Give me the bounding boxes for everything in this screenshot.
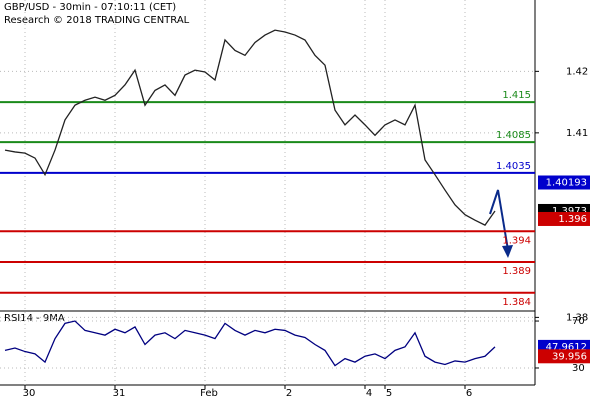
value-box-label: 47.9612 [546, 342, 587, 353]
rsi-tick-label: 30 [572, 363, 585, 374]
value-box-label: 1.3973 [552, 206, 587, 217]
x-tick-label: 6 [466, 388, 472, 399]
value-box [538, 175, 590, 190]
rsi-line [4, 320, 496, 367]
chart-title: GBP/USD - 30min - 07:10:11 (CET) [4, 2, 176, 13]
level-label: 1.4085 [496, 130, 531, 141]
x-tick-label: 2 [286, 388, 292, 399]
level-label: 1.394 [502, 235, 531, 246]
level-label: 1.415 [502, 90, 531, 101]
forecast-arrowhead [502, 245, 513, 258]
y-tick-label: 1.38 [566, 312, 588, 323]
value-box [538, 211, 590, 226]
y-tick-label: 1.42 [566, 66, 588, 77]
value-box [538, 349, 590, 364]
value-box-label: 39.956 [552, 351, 587, 362]
value-box-label: 1.396 [558, 214, 587, 225]
y-tick-label: 1.41 [566, 128, 588, 139]
x-tick-label: 30 [23, 388, 36, 399]
x-tick-label: 31 [113, 388, 126, 399]
value-box-label: 1.40193 [546, 177, 587, 188]
x-tick-label: 5 [386, 388, 392, 399]
forecast-arrow [489, 189, 509, 251]
price-line [4, 29, 496, 226]
level-label: 1.4035 [496, 161, 531, 172]
x-tick-label: 4 [366, 388, 372, 399]
level-label: 1.389 [502, 266, 531, 277]
rsi-title: RSI14 - 9MA [4, 313, 65, 324]
x-tick-label: Feb [200, 388, 218, 399]
level-label: 1.384 [502, 297, 531, 308]
rsi-tick-label: 70 [572, 316, 585, 327]
chart-subtitle: Research © 2018 TRADING CENTRAL [4, 15, 190, 26]
